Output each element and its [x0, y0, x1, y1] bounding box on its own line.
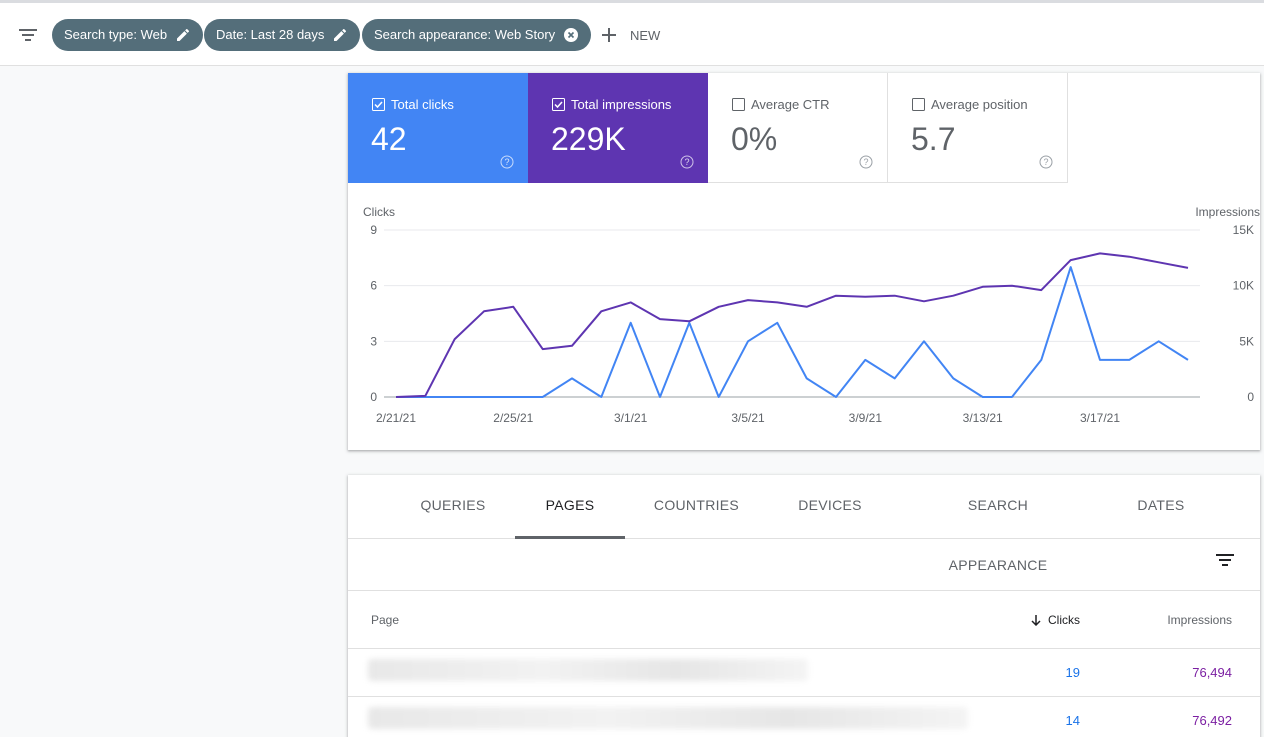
- metric-value: 0%: [731, 121, 778, 157]
- edit-icon[interactable]: [332, 27, 348, 43]
- close-circle-icon[interactable]: [563, 27, 579, 43]
- checkbox-checked-icon[interactable]: [372, 98, 385, 111]
- svg-text:?: ?: [684, 157, 689, 167]
- row-clicks: 19: [1065, 665, 1080, 680]
- blurred-page-url: [368, 707, 968, 729]
- y-left-tick-label: 3: [370, 334, 377, 348]
- help-icon[interactable]: ?: [500, 155, 514, 169]
- y-left-tick-label: 0: [370, 390, 377, 404]
- performance-card: Total clicks 42 ? Total impressions 229K…: [348, 73, 1260, 450]
- x-tick-label: 3/13/21: [963, 411, 1003, 425]
- help-icon[interactable]: ?: [859, 155, 873, 169]
- divider: [348, 590, 1260, 591]
- y-left-axis-label: Clicks: [363, 205, 395, 219]
- plus-icon: [602, 28, 616, 42]
- row-impressions: 76,494: [1192, 665, 1232, 680]
- tab-queries[interactable]: QUERIES: [420, 497, 486, 513]
- metric-label: Total impressions: [571, 97, 672, 112]
- x-tick-label: 3/1/21: [614, 411, 648, 425]
- svg-text:?: ?: [863, 157, 868, 167]
- y-right-tick-label: 15K: [1233, 223, 1254, 237]
- checkbox-unchecked-icon[interactable]: [732, 98, 745, 111]
- column-header-page[interactable]: Page: [371, 613, 400, 627]
- x-tick-label: 3/9/21: [849, 411, 883, 425]
- y-right-axis-label: Impressions: [1195, 205, 1260, 219]
- arrow-down-icon: [1031, 615, 1041, 626]
- chip-label: Search type: Web: [64, 27, 168, 42]
- metric-label: Average CTR: [751, 97, 830, 112]
- dimension-table-card: QUERIES PAGES COUNTRIES DEVICES SEARCH A…: [348, 475, 1260, 737]
- blurred-page-url: [368, 659, 808, 681]
- metric-value: 229K: [551, 121, 626, 157]
- y-right-tick-label: 5K: [1239, 334, 1254, 348]
- row-impressions: 76,492: [1192, 713, 1232, 728]
- help-icon[interactable]: ?: [1039, 155, 1053, 169]
- new-filter-label: NEW: [630, 27, 661, 43]
- chart-canvas: 9 6 3 0 15K 10K 5K 0 2/21/21 2/25/21 3/1/21 3/5/21 3…: [370, 223, 1254, 425]
- dimension-tabs: QUERIES PAGES COUNTRIES DEVICES SEARCH A…: [348, 475, 1260, 573]
- chip-label: Search appearance: Web Story: [374, 27, 556, 42]
- column-header-clicks-label: Clicks: [1048, 613, 1080, 627]
- performance-chart: Clicks Impressions 9 6 3 0 15K 10K 5K 0 2/21/21 2…: [348, 198, 1260, 438]
- tab-devices[interactable]: DEVICES: [798, 497, 862, 513]
- x-tick-label: 2/21/21: [376, 411, 416, 425]
- edit-icon[interactable]: [175, 27, 191, 43]
- metric-average-ctr[interactable]: Average CTR 0% ?: [708, 73, 888, 183]
- new-filter-button[interactable]: NEW: [600, 19, 660, 51]
- metric-label: Average position: [931, 97, 1028, 112]
- checkbox-checked-icon[interactable]: [552, 98, 565, 111]
- filter-bar: Search type: Web Date: Last 28 days Sear…: [0, 0, 1264, 66]
- metric-value: 42: [371, 121, 407, 157]
- metric-average-position[interactable]: Average position 5.7 ?: [888, 73, 1068, 183]
- help-icon[interactable]: ?: [680, 155, 694, 169]
- series-line-clicks: [396, 266, 1189, 398]
- filter-list-icon[interactable]: [16, 25, 40, 45]
- metric-total-impressions[interactable]: Total impressions 229K ?: [528, 73, 708, 183]
- y-left-tick-label: 6: [370, 279, 377, 293]
- svg-text:?: ?: [504, 157, 509, 167]
- tab-pages[interactable]: PAGES: [515, 475, 625, 539]
- checkbox-unchecked-icon[interactable]: [912, 98, 925, 111]
- tab-dates[interactable]: DATES: [1137, 497, 1185, 513]
- y-right-tick-label: 10K: [1233, 279, 1254, 293]
- column-header-clicks[interactable]: Clicks: [1030, 613, 1080, 627]
- x-tick-label: 3/5/21: [731, 411, 765, 425]
- tab-countries[interactable]: COUNTRIES: [653, 497, 740, 513]
- metric-value: 5.7: [911, 121, 956, 157]
- row-clicks: 14: [1065, 713, 1080, 728]
- divider: [348, 648, 1260, 649]
- metric-label: Total clicks: [391, 97, 454, 112]
- table-filter-icon[interactable]: [1214, 551, 1236, 569]
- chip-date[interactable]: Date: Last 28 days: [204, 19, 361, 51]
- column-header-impressions[interactable]: Impressions: [1167, 613, 1232, 627]
- chip-search-type[interactable]: Search type: Web: [52, 19, 204, 51]
- x-tick-label: 3/17/21: [1080, 411, 1120, 425]
- chip-label: Date: Last 28 days: [216, 27, 325, 42]
- series-line-impressions: [395, 252, 1189, 398]
- table-row[interactable]: 14 76,492: [348, 697, 1260, 737]
- tab-search-appearance[interactable]: SEARCH APPEARANCE: [948, 497, 1048, 573]
- svg-text:?: ?: [1043, 157, 1048, 167]
- table-row[interactable]: 19 76,494: [348, 649, 1260, 697]
- metric-total-clicks[interactable]: Total clicks 42 ?: [348, 73, 528, 183]
- y-left-tick-label: 9: [370, 223, 377, 237]
- y-right-tick-label: 0: [1247, 390, 1254, 404]
- x-tick-label: 2/25/21: [493, 411, 533, 425]
- chip-search-appearance[interactable]: Search appearance: Web Story: [362, 19, 592, 51]
